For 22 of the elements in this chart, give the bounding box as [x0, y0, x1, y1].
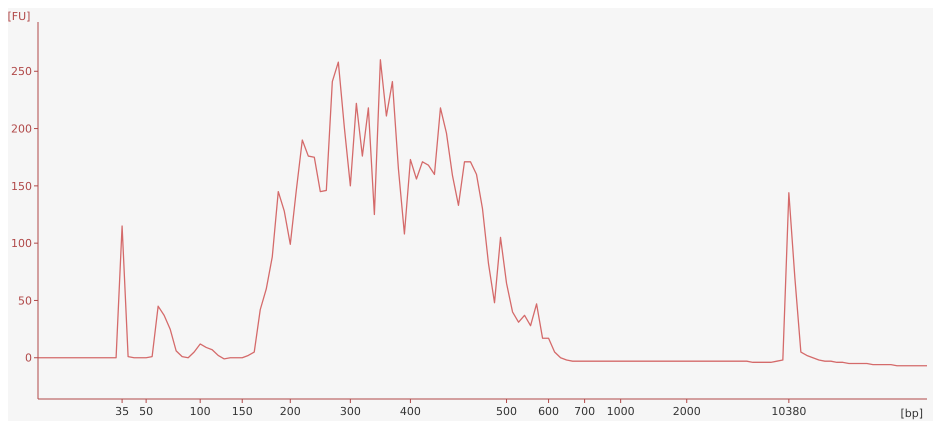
- x-tick-label: 700: [574, 405, 596, 418]
- x-tick-label: 1000: [606, 405, 635, 418]
- y-tick-label: 50: [18, 294, 32, 308]
- line-series: [37, 59, 928, 366]
- x-tick-label: 400: [400, 405, 421, 418]
- x-tick-label: 600: [538, 405, 560, 418]
- y-tick-label: 0: [25, 352, 32, 365]
- x-tick-label: 500: [496, 405, 518, 418]
- x-tick-label: 100: [190, 405, 211, 418]
- x-tick-label: 10380: [771, 405, 806, 418]
- x-tick-label: 2000: [672, 405, 701, 418]
- x-tick-label: 200: [280, 405, 301, 418]
- x-tick-label: 35: [115, 405, 130, 418]
- x-tick-label: 150: [232, 405, 253, 418]
- y-tick-label: 100: [11, 237, 32, 250]
- y-tick-label: 200: [11, 122, 32, 136]
- x-tick-label: 300: [340, 405, 361, 418]
- x-tick-label: 50: [139, 405, 154, 418]
- y-tick-label: 250: [11, 65, 32, 78]
- y-axis-title: [FU]: [8, 10, 30, 23]
- y-tick-label: 150: [11, 180, 32, 193]
- x-axis-title: [bp]: [900, 407, 923, 420]
